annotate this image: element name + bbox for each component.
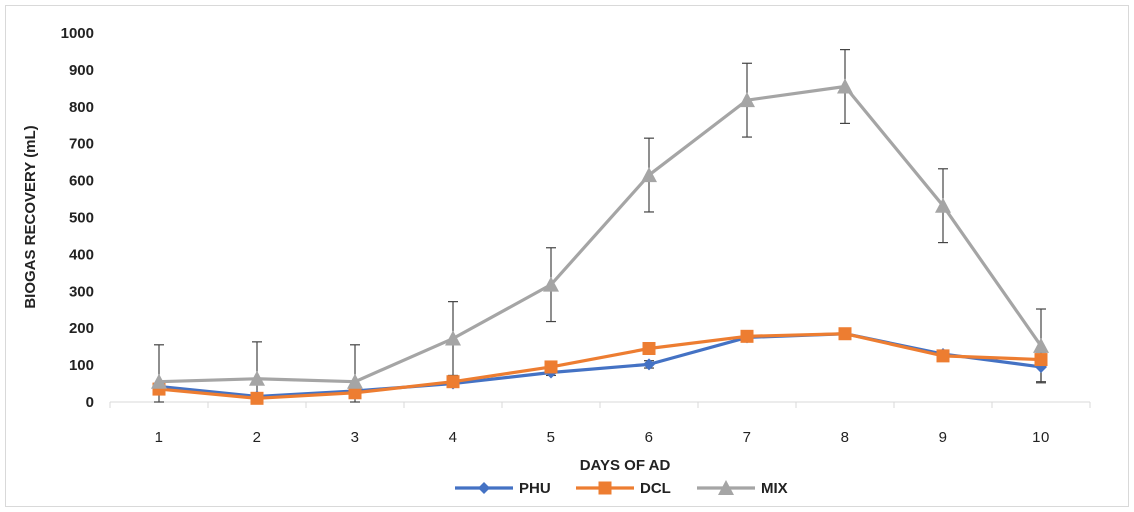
y-tick-label: 200 [69,320,94,337]
x-axis-title: DAYS OF AD [580,457,671,474]
series-line [158,84,1043,384]
data-point [935,197,951,213]
x-tick-label: 1 [155,429,164,446]
data-point [446,375,460,389]
legend-label: PHU [519,480,551,497]
data-point [1034,353,1048,367]
x-tick-label: 6 [645,429,654,446]
data-point [936,349,950,363]
data-point [641,167,657,183]
data-point [740,329,754,343]
x-tick-label: 7 [743,429,752,446]
series-line [158,332,1042,399]
y-tick-label: 800 [69,99,94,116]
y-tick-label: 300 [69,283,94,300]
legend-item-mix: MIX [697,480,788,497]
data-point [348,386,362,400]
x-tick-label: 5 [547,429,556,446]
legend-label: DCL [640,480,671,497]
x-tick-label: 4 [449,429,458,446]
series-line [158,332,1042,400]
legend-label: MIX [761,480,788,497]
y-tick-label: 600 [69,173,94,190]
y-tick-label: 500 [69,210,94,227]
legend-marker [598,481,612,495]
series-phu [153,327,1047,403]
data-point [347,373,363,389]
y-tick-label: 1000 [61,25,94,42]
y-tick-label: 100 [69,357,94,374]
y-tick-label: 400 [69,246,94,263]
x-tick-label: 8 [841,429,850,446]
legend-item-dcl: DCL [576,480,671,497]
x-tick-label: 9 [939,429,948,446]
data-point [543,276,559,292]
legend-item-phu: PHU [455,480,551,497]
y-tick-label: 700 [69,136,94,153]
data-point [250,391,264,405]
y-tick-label: 0 [86,394,94,411]
x-tick-label: 3 [351,429,360,446]
data-point [642,341,656,355]
data-point [838,327,852,341]
legend-marker [478,482,490,494]
data-point [151,373,167,389]
data-point [1033,337,1049,353]
data-point [643,358,655,371]
data-point [544,360,558,374]
data-point [445,330,461,346]
y-tick-label: 900 [69,62,94,79]
series-mix [151,78,1049,389]
data-point [739,92,755,108]
chart-frame [5,5,1129,507]
y-axis-title: BIOGAS RECOVERY (mL) [22,125,39,308]
series-dcl [152,327,1048,405]
legend-marker [718,480,734,495]
x-tick-label: 2 [253,429,262,446]
x-tick-label: 10 [1032,429,1050,446]
data-point [249,370,265,386]
data-point [837,78,853,94]
legend: PHU DCL MIX [455,480,788,497]
